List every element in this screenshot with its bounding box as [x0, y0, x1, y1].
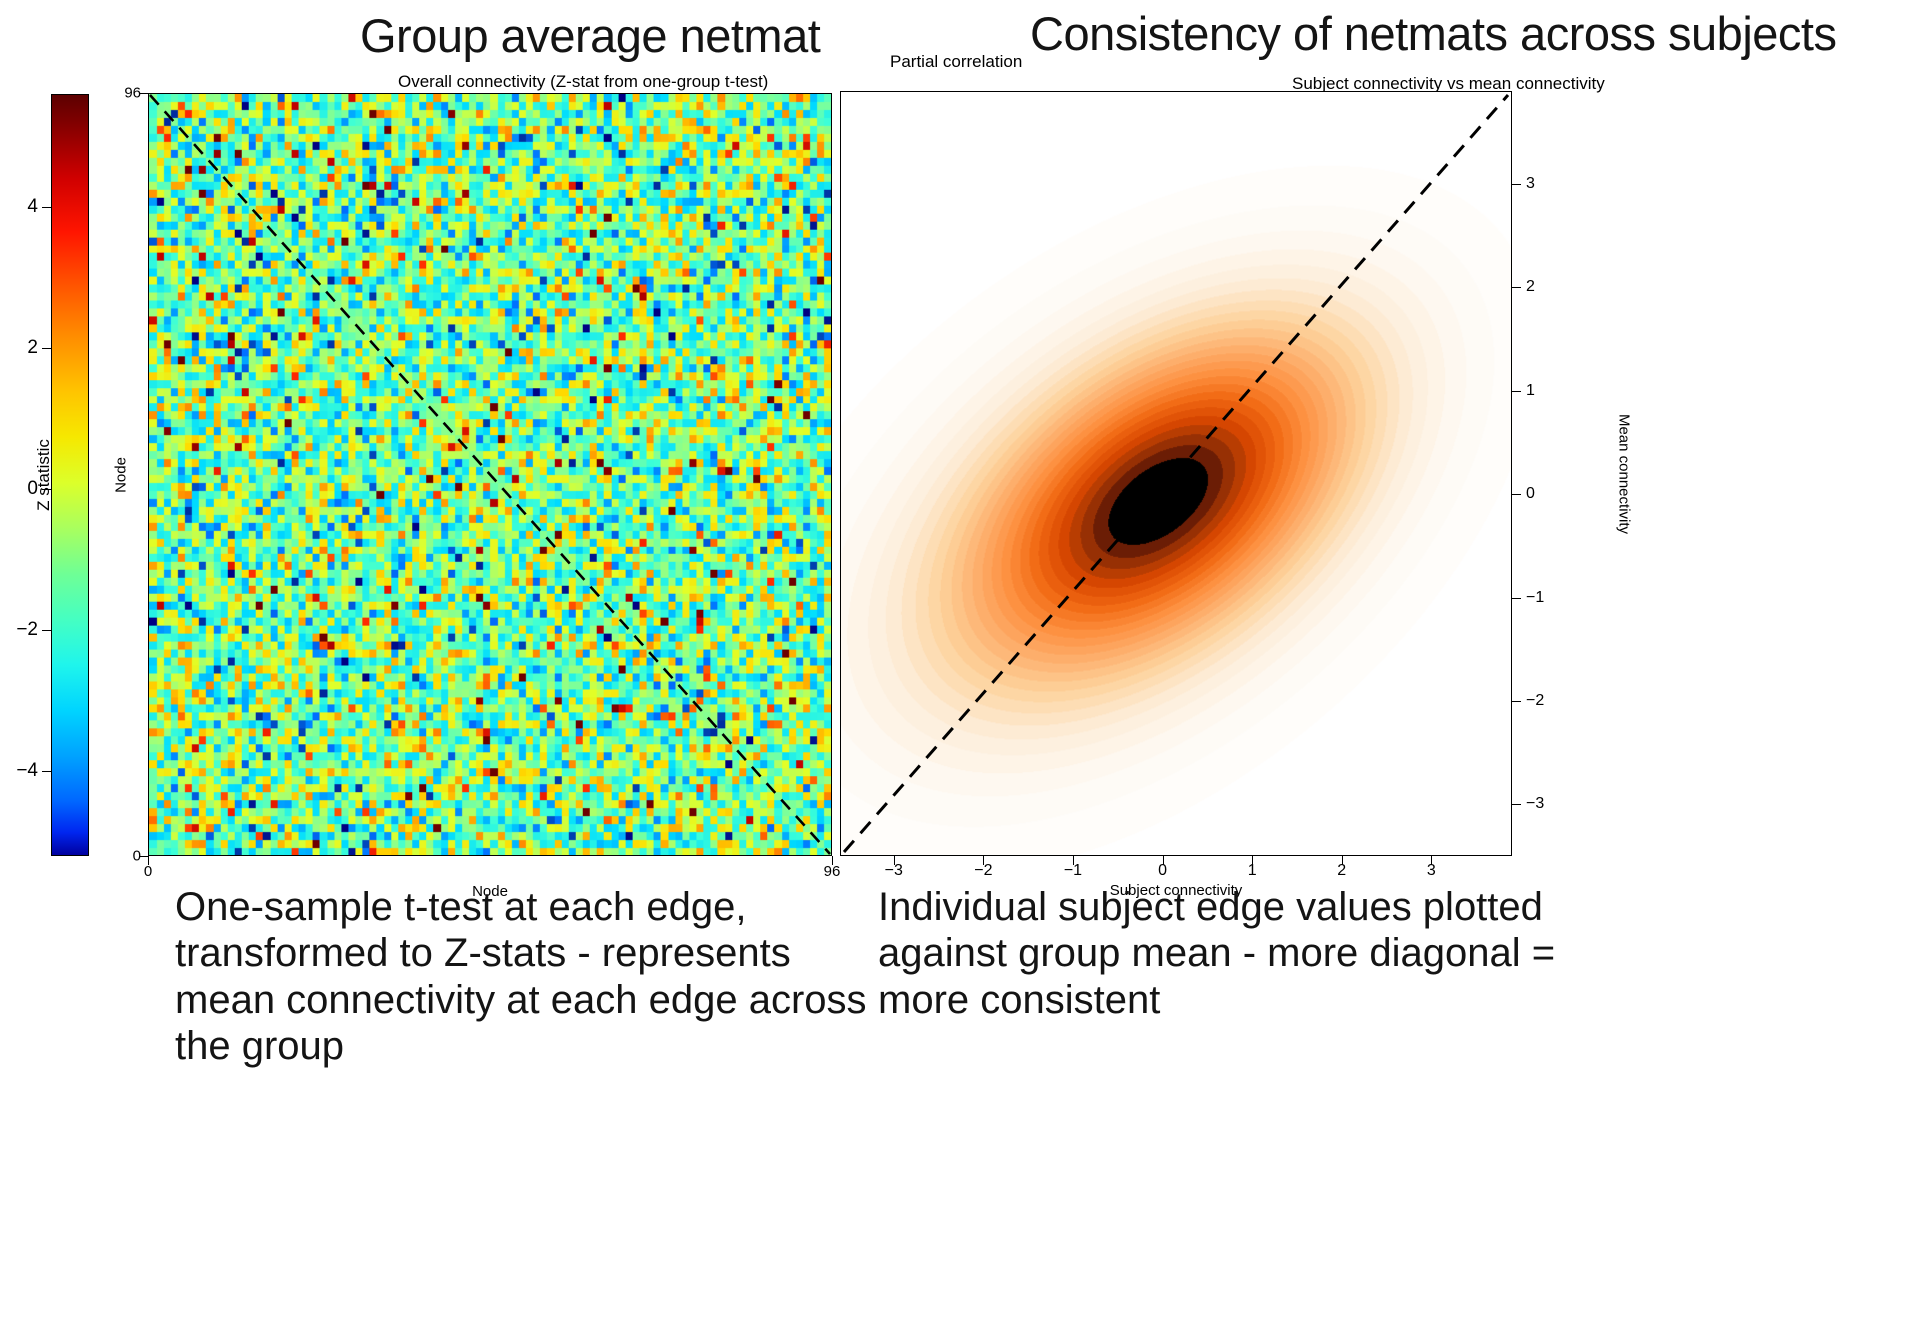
density-xtick-label: 3	[1426, 862, 1436, 879]
colorbar-tick	[42, 630, 51, 632]
netmat-ytick	[139, 93, 148, 94]
density-ytick-label: −3	[1526, 795, 1545, 813]
colorbar-tick	[42, 489, 51, 491]
density-ytick-label: 0	[1526, 485, 1535, 503]
colorbar-tick	[42, 348, 51, 349]
netmat-ytick-label: 0	[132, 847, 141, 865]
density-ytick	[1512, 184, 1521, 186]
density-yaxis-label: Mean connectivity	[1615, 413, 1633, 534]
netmat-heatmap-canvas	[149, 94, 831, 855]
colorbar-tick-label: 2	[27, 337, 38, 358]
colorbar-tick	[42, 771, 51, 773]
partial-correlation-label: Partial correlation	[890, 52, 1023, 71]
left-section-title: Group average netmat	[360, 9, 821, 62]
density-xtick-label: −2	[974, 862, 993, 879]
density-contour-area[interactable]	[840, 91, 1512, 856]
density-xaxis-label: Subject connectivity	[1109, 882, 1243, 899]
colorbar: 4 2 0 −2 −4	[16, 94, 89, 856]
netmat-xtick	[832, 856, 833, 865]
density-ytick-label: 3	[1526, 175, 1535, 193]
colorbar-tick-label: 4	[27, 195, 38, 217]
netmat-xtick	[148, 856, 149, 865]
density-ytick-label: −2	[1526, 691, 1545, 709]
density-xtick-label: 0	[1158, 862, 1167, 879]
right-section-title: Consistency of netmats across subjects	[1030, 7, 1837, 60]
density-xtick-label: 2	[1337, 862, 1347, 879]
netmat-xaxis-label: Node	[472, 883, 508, 900]
right-plot-title: Subject connectivity vs mean connectivit…	[1292, 74, 1605, 93]
density-xtick	[893, 856, 895, 865]
density-xtick	[1431, 856, 1433, 865]
density-xtick	[1252, 856, 1254, 865]
colorbar-tick-label: −4	[16, 760, 38, 782]
left-plot-title: Overall connectivity (Z-stat from one-gr…	[398, 72, 769, 91]
group-average-netmat-plot[interactable]: 96 0 0 96 Node Node	[112, 85, 840, 901]
density-ytick	[1512, 597, 1521, 599]
netmat-xtick-label: 96	[823, 863, 841, 880]
density-xtick-label: 1	[1247, 862, 1257, 879]
density-ytick	[1512, 287, 1521, 289]
colorbar-tick-label: −2	[16, 619, 38, 641]
colorbar-gradient	[51, 94, 89, 856]
colorbar-tick	[42, 206, 51, 208]
density-ytick-label: 2	[1526, 278, 1535, 296]
right-caption: Individual subject edge values plotted a…	[878, 885, 1556, 1022]
colorbar-axis-label: Z statistic	[33, 439, 53, 511]
density-xtick	[983, 856, 985, 865]
density-xtick	[1341, 856, 1343, 865]
colorbar-tick-label: 0	[27, 478, 38, 500]
netmat-xtick-label: 0	[143, 863, 153, 880]
density-xtick	[1072, 856, 1074, 865]
netmat-ytick-label: 96	[124, 84, 141, 102]
density-contour-canvas	[841, 92, 1511, 855]
density-ytick-label: 1	[1526, 381, 1535, 399]
density-ytick	[1512, 700, 1521, 702]
netmat-heatmap[interactable]	[148, 93, 832, 856]
consistency-density-plot[interactable]: −3 −2 −1 0 1 2 3 −3 −2 −1 0 1 2 3 Subject connectivit…	[840, 91, 1633, 899]
density-xtick	[1162, 856, 1164, 865]
netmat-yaxis-label: Node	[112, 456, 130, 493]
density-xtick-label: −3	[884, 862, 903, 879]
left-caption: One-sample t-test at each edge, transfor…	[175, 885, 867, 1069]
density-ytick-label: −1	[1526, 588, 1545, 606]
density-ytick	[1512, 804, 1521, 806]
density-xtick-label: −1	[1063, 862, 1083, 879]
netmat-ytick	[139, 856, 148, 857]
density-ytick	[1512, 494, 1521, 496]
density-ytick	[1512, 390, 1521, 392]
